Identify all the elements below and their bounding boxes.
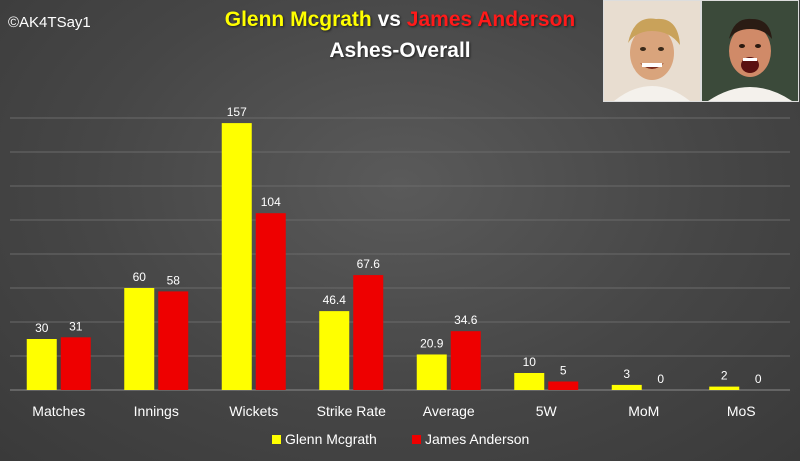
category-label: Strike Rate [317, 403, 386, 419]
data-label: 46.4 [323, 293, 347, 307]
data-label: 30 [35, 321, 49, 335]
bar-anderson [158, 291, 189, 390]
data-label: 5 [560, 364, 567, 378]
category-label: Average [423, 403, 475, 419]
data-label: 157 [227, 105, 247, 119]
legend-swatch [412, 435, 421, 444]
data-label: 60 [133, 270, 147, 284]
player2-photo [701, 0, 799, 102]
data-label: 67.6 [357, 257, 381, 271]
data-label: 34.6 [454, 313, 478, 327]
legend-swatch [272, 435, 281, 444]
chart-title: Glenn Mcgrath vs James Anderson Ashes-Ov… [150, 6, 650, 68]
category-label: MoM [628, 403, 659, 419]
player1-photo [603, 0, 701, 102]
bar-anderson [353, 275, 384, 390]
bar-anderson [450, 331, 481, 390]
credit-text: ©AK4TSay1 [8, 14, 91, 31]
bar-mcgrath [26, 339, 57, 390]
bar-mcgrath [611, 384, 642, 390]
data-label: 10 [523, 355, 537, 369]
bar-mcgrath [709, 386, 740, 390]
bar-mcgrath [221, 123, 252, 390]
legend-label: Glenn Mcgrath [285, 431, 377, 447]
chart-subtitle: Ashes-Overall [329, 39, 471, 62]
bar-anderson [255, 213, 286, 390]
bar-anderson [60, 337, 91, 390]
data-label: 31 [69, 319, 83, 333]
data-label: 104 [261, 195, 281, 209]
bar-mcgrath [319, 311, 350, 390]
data-label: 3 [623, 367, 630, 381]
data-label: 2 [721, 369, 728, 383]
data-label: 58 [167, 273, 181, 287]
title-vs: vs [377, 8, 401, 31]
data-label: 0 [755, 372, 762, 386]
category-label: Innings [134, 403, 179, 419]
category-label: MoS [727, 403, 756, 419]
bar-mcgrath [124, 288, 155, 390]
data-label: 20.9 [420, 336, 444, 350]
legend-label: James Anderson [425, 431, 529, 447]
title-player2: James Anderson [406, 8, 576, 31]
title-player1: Glenn Mcgrath [224, 8, 372, 31]
category-label: 5W [536, 403, 558, 419]
data-label: 0 [657, 372, 664, 386]
bar-anderson [548, 381, 579, 390]
bar-mcgrath [514, 373, 545, 390]
bar-mcgrath [416, 354, 447, 390]
category-label: Matches [32, 403, 85, 419]
category-label: Wickets [229, 403, 278, 419]
